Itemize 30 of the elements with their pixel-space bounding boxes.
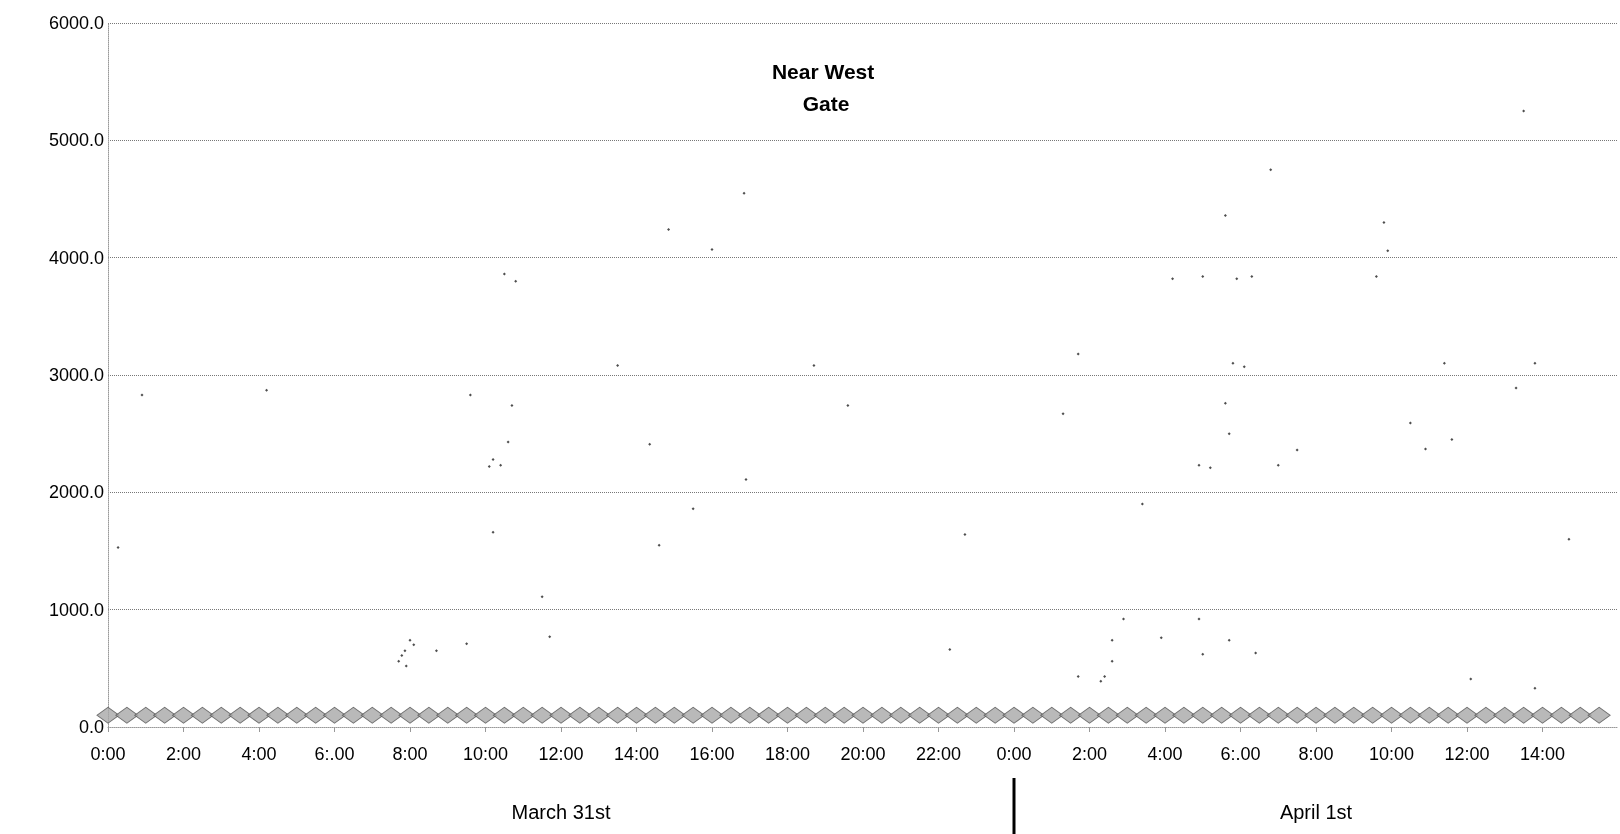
x-tick-label: 12:00 (1444, 744, 1490, 764)
x-tick-label: 10:00 (462, 744, 509, 764)
x-tick-label: 8:00 (392, 744, 428, 764)
x-tick-label: 16:00 (689, 744, 735, 764)
x-tick-label: 6:.00 (1220, 744, 1261, 764)
y-tick-label: 2000.0 (48, 482, 104, 503)
x-tick-label: 4:00 (241, 744, 277, 764)
y-tick-label: 6000.0 (48, 13, 104, 33)
x-tick-label: 4:00 (1147, 744, 1183, 764)
y-tick-label: 4000.0 (48, 247, 104, 268)
x-tick-label: 14:00 (1519, 744, 1566, 764)
x-tick-label: 18:00 (764, 744, 811, 764)
x-tick-label: 12:00 (538, 744, 584, 764)
x-tick-label: 0:00 (90, 744, 126, 764)
text: April 1st (1279, 801, 1353, 823)
x-tick-label: 22:00 (915, 744, 962, 764)
x-tick-label: 0:00 (996, 744, 1032, 764)
y-tick-label: 0.0 (78, 717, 104, 737)
x-tick-label: 14:00 (613, 744, 660, 764)
x-tick-label: 20:00 (840, 744, 886, 764)
x-tick-label: 6:.00 (314, 744, 355, 764)
y-tick-label: 3000.0 (48, 365, 104, 385)
x-tick-label: 2:00 (1071, 744, 1108, 764)
x-tick-label: 2:00 (165, 744, 202, 764)
x-tick-label: 10:00 (1368, 744, 1415, 764)
text: March 31st (511, 801, 611, 823)
x-tick-label: 8:00 (1298, 744, 1334, 764)
y-tick-label: 5000.0 (48, 130, 104, 151)
text: Near West Gate (771, 59, 881, 115)
y-tick-label: 1000.0 (48, 599, 104, 620)
